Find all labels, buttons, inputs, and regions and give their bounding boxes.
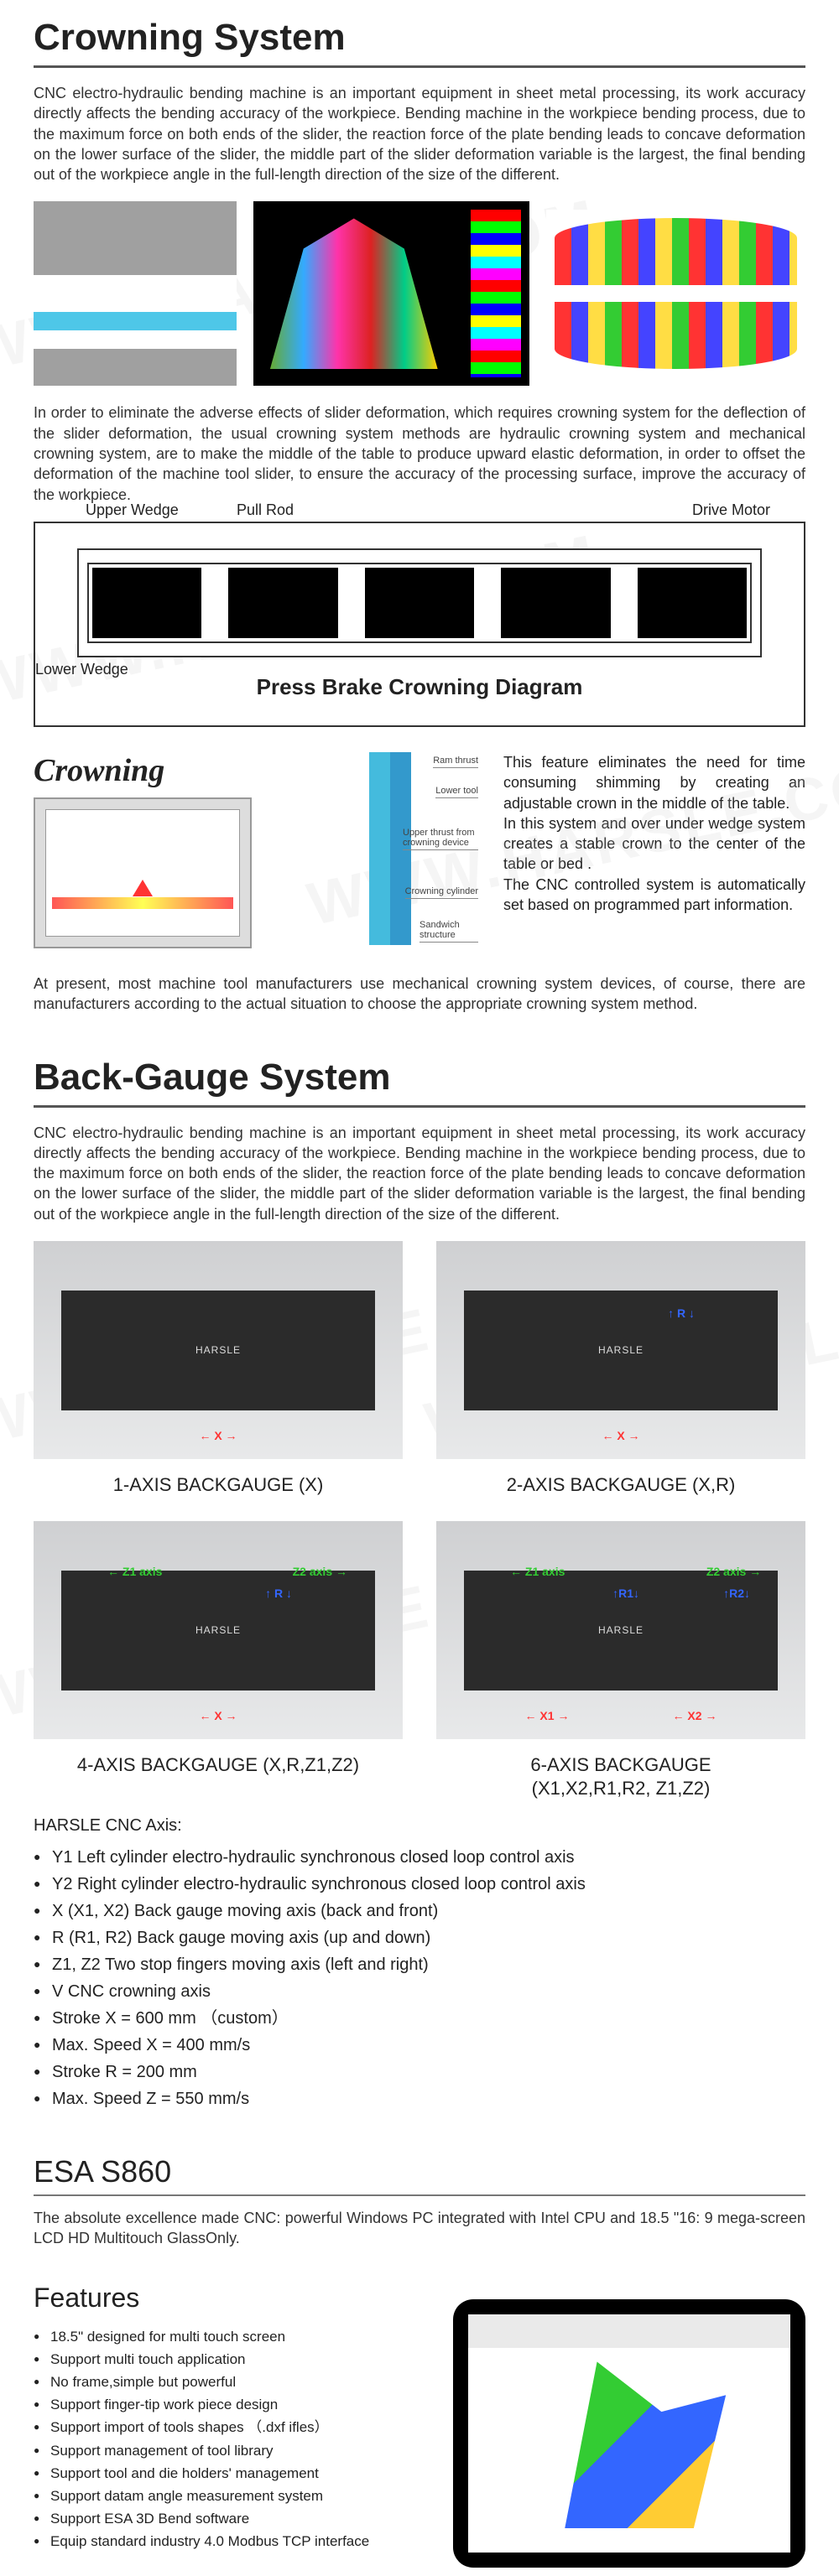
esa-title: ESA S860 (34, 2154, 805, 2196)
crowning-label: Crowning (34, 752, 268, 789)
axis-ul: Y1 Left cylinder electro-hydraulic synch… (34, 1844, 805, 2112)
crowning-image-row (34, 201, 805, 386)
axis-list: HARSLE CNC Axis: Y1 Left cylinder electr… (34, 1816, 805, 2112)
backgauge-caption-3: 4-AXIS BACKGAUGE (X,R,Z1,Z2) (34, 1754, 403, 1776)
backgauge-image-1axis: ← X → (34, 1241, 403, 1459)
axis-item: Z1, Z2 Two stop fingers moving axis (lef… (34, 1951, 805, 1978)
backgauge-image-4axis: ← X → ↑ R ↓ ← Z1 axis Z2 axis → (34, 1521, 403, 1739)
crowning-detail-text: This feature eliminates the need for tim… (503, 752, 805, 915)
axis-item: Max. Speed Z = 550 mm/s (34, 2085, 805, 2112)
crowning-p1: CNC electro-hydraulic bending machine is… (34, 83, 805, 184)
axis-item: Y1 Left cylinder electro-hydraulic synch… (34, 1844, 805, 1871)
axis-item: Max. Speed X = 400 mm/s (34, 2032, 805, 2059)
backgauge-cell-4: ← X1 → ← X2 → ↑R1↓ ↑R2↓ ← Z1 axis Z2 axi… (436, 1521, 805, 1800)
features-ul: 18.5" designed for multi touch screen Su… (34, 2325, 428, 2553)
feature-item: Support datam angle measurement system (34, 2485, 428, 2507)
backgauge-caption-1: 1-AXIS BACKGAUGE (X) (34, 1474, 403, 1496)
axis-item: Stroke X = 600 mm （custom） (34, 2005, 805, 2032)
feature-item: Support tool and die holders' management (34, 2462, 428, 2485)
feature-item: Support ESA 3D Bend software (34, 2507, 428, 2530)
backgauge-caption-4a: 6-AXIS BACKGAUGE (436, 1754, 805, 1776)
axis-item: Y2 Right cylinder electro-hydraulic sync… (34, 1871, 805, 1898)
features-title: Features (34, 2283, 428, 2314)
esa-p1: The absolute excellence made CNC: powerf… (34, 2208, 805, 2249)
tablet-screen (468, 2314, 790, 2553)
diagram-label-drive: Drive Motor (692, 501, 770, 519)
backgauge-grid: ← X → 1-AXIS BACKGAUGE (X) ← X → ↑ R ↓ 2… (34, 1241, 805, 1800)
feature-item: Support multi touch application (34, 2348, 428, 2371)
feature-item: Support import of tools shapes （.dxf ifl… (34, 2416, 428, 2438)
crowning-schematic-image: Ram thrust Lower tool Upper thrust from … (294, 752, 478, 945)
backgauge-caption-2: 2-AXIS BACKGAUGE (X,R) (436, 1474, 805, 1496)
backgauge-cell-2: ← X → ↑ R ↓ 2-AXIS BACKGAUGE (X,R) (436, 1241, 805, 1496)
backgauge-title: Back-Gauge System (34, 1057, 805, 1108)
crowning-p2: In order to eliminate the adverse effect… (34, 402, 805, 504)
axis-list-head: HARSLE CNC Axis: (34, 1816, 805, 1836)
crowning-detail-row: Crowning Ram thrust Lower tool Upper thr… (34, 752, 805, 948)
crowning-mesh-image (546, 210, 805, 377)
feature-item: No frame,simple but powerful (34, 2371, 428, 2393)
axis-item: Stroke R = 200 mm (34, 2059, 805, 2085)
crowning-slider-image (34, 201, 237, 386)
backgauge-image-6axis: ← X1 → ← X2 → ↑R1↓ ↑R2↓ ← Z1 axis Z2 axi… (436, 1521, 805, 1739)
crowning-fem-image (253, 201, 529, 386)
esa-row: Features 18.5" designed for multi touch … (34, 2266, 805, 2568)
backgauge-p1: CNC electro-hydraulic bending machine is… (34, 1123, 805, 1224)
backgauge-section: Back-Gauge System CNC electro-hydraulic … (0, 1040, 839, 2137)
backgauge-cell-1: ← X → 1-AXIS BACKGAUGE (X) (34, 1241, 403, 1496)
backgauge-image-2axis: ← X → ↑ R ↓ (436, 1241, 805, 1459)
diagram-caption: Press Brake Crowning Diagram (77, 674, 762, 700)
schem-label: Sandwich structure (420, 920, 478, 943)
features-block: Features 18.5" designed for multi touch … (34, 2266, 428, 2568)
crowning-diagram: Upper Wedge Pull Rod Drive Motor Lower W… (34, 522, 805, 727)
diagram-label-upper: Upper Wedge (86, 501, 179, 519)
crowning-section: Crowning System CNC electro-hydraulic be… (0, 0, 839, 1040)
crowning-machine-image (34, 797, 252, 948)
diagram-label-lower: Lower Wedge (35, 661, 128, 678)
schem-label: Upper thrust from crowning device (403, 828, 478, 850)
crowning-p3: At present, most machine tool manufactur… (34, 974, 805, 1015)
axis-item: R (R1, R2) Back gauge moving axis (up an… (34, 1924, 805, 1951)
axis-item: V CNC crowning axis (34, 1978, 805, 2005)
feature-item: Support finger-tip work piece design (34, 2393, 428, 2416)
schem-label: Ram thrust (433, 756, 478, 768)
feature-item: Equip standard industry 4.0 Modbus TCP i… (34, 2530, 428, 2553)
crowning-title: Crowning System (34, 17, 805, 68)
backgauge-cell-3: ← X → ↑ R ↓ ← Z1 axis Z2 axis → 4-AXIS B… (34, 1521, 403, 1800)
schem-label: Crowning cylinder (405, 886, 478, 899)
esa-section: ESA S860 The absolute excellence made CN… (0, 2137, 839, 2576)
wedge-row (77, 548, 762, 657)
feature-item: 18.5" designed for multi touch screen (34, 2325, 428, 2348)
backgauge-caption-4b: (X1,X2,R1,R2, Z1,Z2) (436, 1778, 805, 1800)
feature-item: Support management of tool library (34, 2439, 428, 2462)
schem-label: Lower tool (435, 786, 478, 798)
tablet-image (453, 2299, 805, 2568)
diagram-label-pull: Pull Rod (237, 501, 294, 519)
axis-item: X (X1, X2) Back gauge moving axis (back … (34, 1898, 805, 1924)
